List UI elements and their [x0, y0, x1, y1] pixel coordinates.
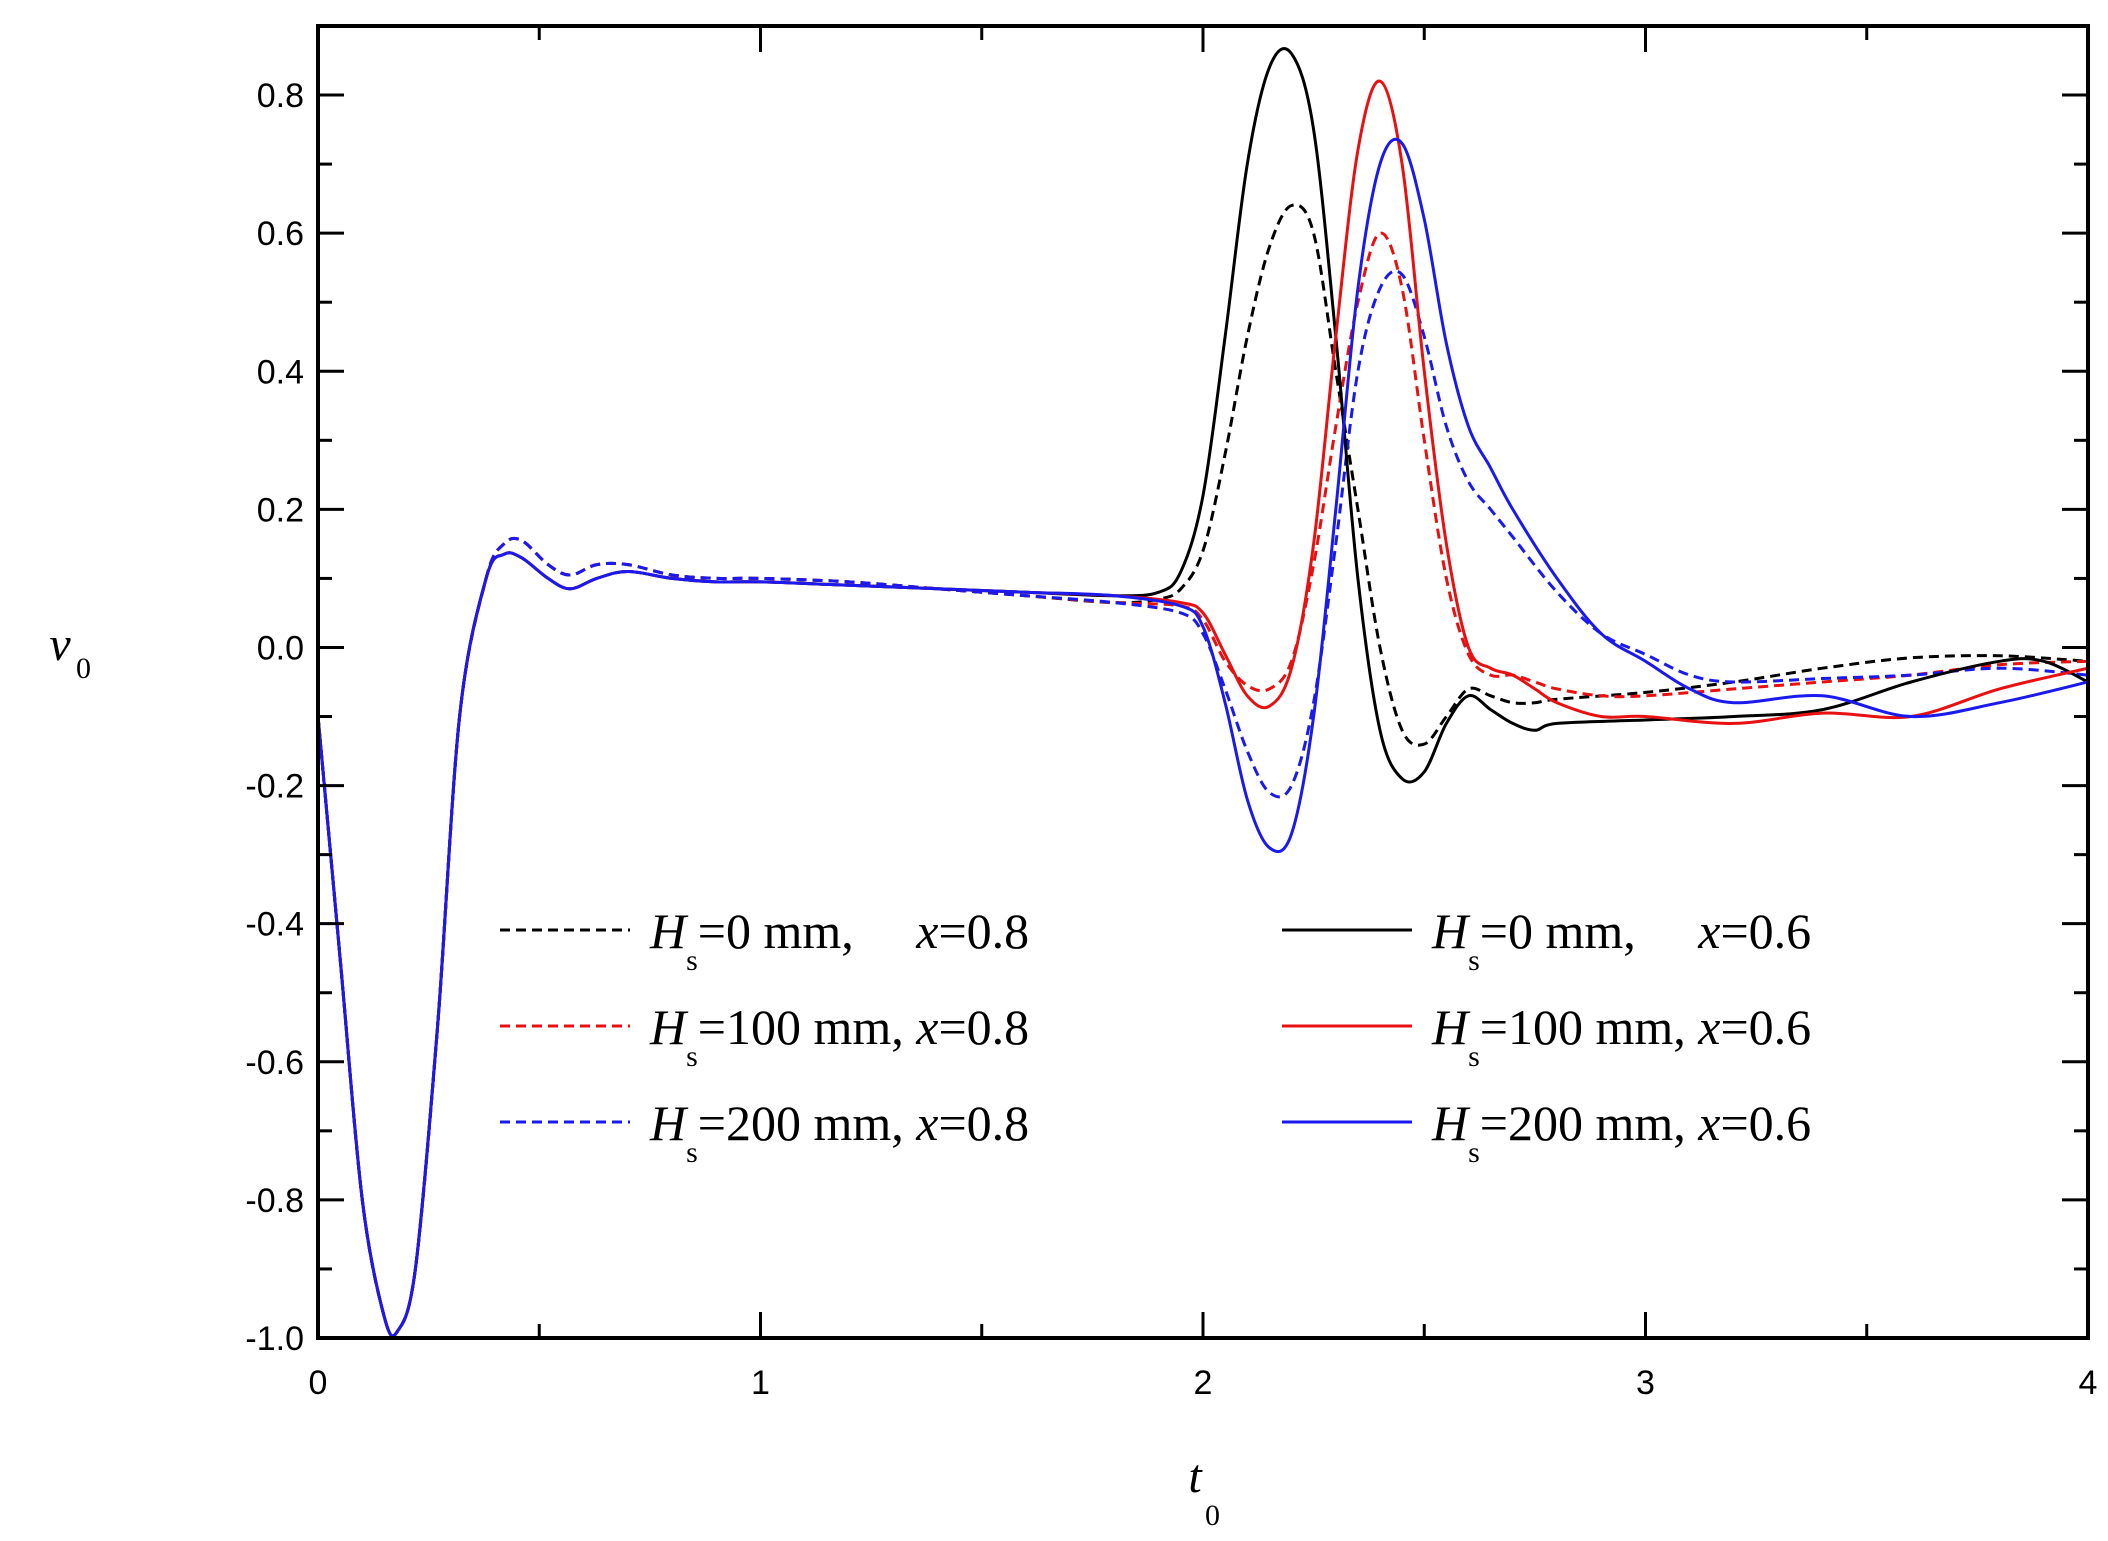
- x-tick-label: 2: [1194, 1364, 1213, 1402]
- legend: Hs=0 mm, x=0.8 Hs=100 mm, x=0.8 Hs=200 mm,…: [500, 903, 1811, 1169]
- series-line-3: [318, 269, 2088, 1338]
- y-tick-label: -1.0: [245, 1320, 304, 1358]
- series-line-1: [318, 203, 2088, 1338]
- y-tick-label: -0.8: [245, 1182, 304, 1220]
- y-tick-label: 0.8: [257, 77, 304, 115]
- x-tick-label: 4: [2079, 1364, 2098, 1402]
- y-tick-label: 0.6: [257, 215, 304, 253]
- x-tick-label: 1: [751, 1364, 770, 1402]
- y-tick-label: 0.0: [257, 629, 304, 667]
- legend-label-6: Hs=200 mm, x=0.6: [1431, 1095, 1811, 1169]
- y-axis-title: v: [49, 618, 71, 671]
- legend-label-1: Hs=0 mm, x=0.8: [649, 903, 1029, 977]
- legend-label-3: Hs=200 mm, x=0.8: [649, 1095, 1029, 1169]
- x-axis-title-subscript: 0: [1205, 1499, 1220, 1532]
- y-axis-title-subscript: 0: [76, 652, 91, 685]
- y-tick-label: 0.2: [257, 491, 304, 529]
- legend-label-2: Hs=100 mm, x=0.8: [649, 999, 1029, 1073]
- y-tick-label: -0.4: [245, 906, 304, 944]
- x-axis-title: t: [1188, 1450, 1203, 1503]
- series-line-4: [318, 47, 2088, 1338]
- legend-label-5: Hs=100 mm, x=0.6: [1431, 999, 1811, 1073]
- series-line-2: [318, 231, 2088, 1338]
- y-tick-label: 0.4: [257, 353, 304, 391]
- series-line-6: [318, 137, 2088, 1338]
- legend-label-4: Hs=0 mm, x=0.6: [1431, 903, 1811, 977]
- x-tick-label: 3: [1636, 1364, 1655, 1402]
- x-tick-label: 0: [309, 1364, 328, 1402]
- y-tick-label: -0.6: [245, 1044, 304, 1082]
- y-tick-label: -0.2: [245, 768, 304, 806]
